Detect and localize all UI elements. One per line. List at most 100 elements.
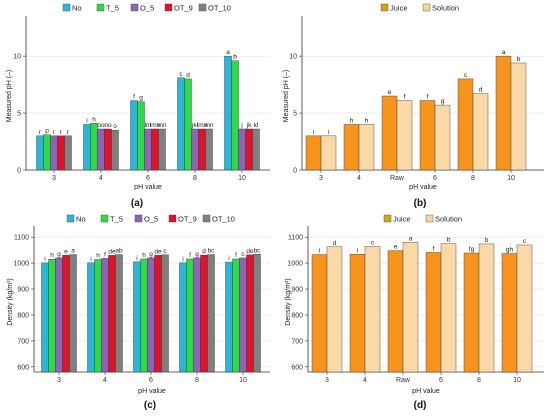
significance-letter: i <box>313 129 314 136</box>
significance-letter: bc <box>254 247 262 254</box>
significance-letter: g <box>139 95 143 102</box>
bar-no <box>41 262 49 373</box>
y-tick-label: 800 <box>17 312 29 319</box>
bar-juice <box>305 135 322 171</box>
bar-ot-10 <box>207 254 215 373</box>
significance-letter: f <box>433 245 435 252</box>
panel-label: (b) <box>414 198 427 209</box>
bar-juice <box>457 78 474 171</box>
legend-label: T_5 <box>110 215 123 224</box>
significance-letter: i <box>136 255 137 262</box>
y-tick-label: 600 <box>291 364 303 371</box>
significance-letter: no <box>104 122 112 129</box>
x-tick-label: 8 <box>195 377 199 384</box>
bar-ot-9 <box>246 254 254 373</box>
legend-label: Juice <box>390 4 408 13</box>
bar-juice <box>495 55 512 171</box>
legend-swatch <box>383 214 392 223</box>
significance-letter: j <box>240 122 242 129</box>
bar-juice <box>387 250 404 373</box>
significance-letter: r <box>39 129 42 136</box>
significance-letter: f <box>133 94 135 101</box>
x-tick-label: 8 <box>471 175 475 182</box>
significance-letter: e <box>388 89 392 96</box>
significance-letter: i <box>228 255 229 262</box>
y-tick-label: 700 <box>17 338 29 345</box>
x-tick-label: 4 <box>363 377 367 384</box>
bar-ot-10 <box>158 128 166 171</box>
legend-swatch <box>130 3 139 12</box>
bar-t-5 <box>94 259 102 373</box>
legend-swatch <box>422 3 431 12</box>
significance-letter: ab <box>115 248 123 255</box>
significance-letter: e <box>394 244 398 251</box>
panel-d: 600 700 800 900 1000 1100 Density (kg/m³) pH va… <box>285 214 544 411</box>
significance-letter: r <box>67 129 70 136</box>
significance-letter: f <box>427 94 429 101</box>
x-axis-title: pH value <box>134 184 162 191</box>
legend-swatch <box>96 3 105 12</box>
bar-juice <box>343 124 360 171</box>
y-tick-label: 700 <box>291 338 303 345</box>
bar-solution <box>440 243 457 373</box>
legend-label: O_5 <box>144 215 158 224</box>
bar-ot-9 <box>104 128 112 171</box>
significance-letter: bc <box>208 248 216 255</box>
significance-letter: jk <box>246 122 252 129</box>
x-tick-label: 4 <box>357 175 361 182</box>
significance-letter: a <box>502 49 506 56</box>
significance-letter: c <box>371 240 375 247</box>
legend-label: OT_9 <box>174 4 193 13</box>
legend-swatch <box>380 3 389 12</box>
bar-ot-10 <box>111 129 119 171</box>
x-tick-label: 8 <box>477 377 481 384</box>
x-tick-label: 3 <box>325 377 329 384</box>
panel-b: 0 5 10 Measured pH (–) pH value 3 i i 4 h h Raw e f 6 f… <box>283 3 544 209</box>
significance-letter: g <box>57 251 61 258</box>
y-axis-title: Density (kg/m³) <box>7 278 14 325</box>
y-tick-label: 600 <box>17 364 29 371</box>
bar-no <box>225 261 233 373</box>
y-tick-label: 900 <box>17 287 29 294</box>
legend-swatch <box>134 214 143 223</box>
y-tick-label: 10 <box>289 54 297 61</box>
significance-letter: de <box>108 248 116 255</box>
y-tick-label: 1100 <box>288 235 303 242</box>
x-axis-title: pH value <box>412 388 440 395</box>
bar-ot-10 <box>252 128 260 171</box>
bar-t-5 <box>90 123 98 171</box>
significance-letter: b <box>485 237 489 244</box>
y-axis-title: Measured pH (–) <box>283 70 290 123</box>
legend-swatch <box>164 3 173 12</box>
bar-no <box>133 261 141 373</box>
y-tick-label: 5 <box>17 111 21 118</box>
bar-no <box>87 262 95 373</box>
significance-letter: i <box>86 117 87 124</box>
x-tick-label: 6 <box>433 175 437 182</box>
bar-ot-10 <box>161 254 169 373</box>
bar-o-5 <box>101 258 109 373</box>
legend-label: T_5 <box>106 4 119 13</box>
bar-ot-9 <box>62 255 70 373</box>
x-tick-label: 6 <box>146 175 150 182</box>
x-tick-label: 10 <box>238 175 246 182</box>
bar-juice <box>349 254 366 373</box>
significance-letter: h <box>350 117 354 124</box>
legend-label: OT_10 <box>212 215 235 224</box>
y-tick-label: 0 <box>293 168 297 175</box>
legend-label: OT_9 <box>178 215 197 224</box>
bar-ot-10 <box>69 254 77 373</box>
significance-letter: g <box>441 98 445 105</box>
x-tick-label: 3 <box>319 175 323 182</box>
significance-letter: jkl <box>191 122 199 129</box>
x-tick-label: 10 <box>513 377 521 384</box>
x-axis-title: pH value <box>409 184 437 191</box>
y-tick-label: 1100 <box>14 235 29 242</box>
bar-no <box>36 135 44 171</box>
panel-label: (c) <box>144 400 156 411</box>
x-tick-label: 6 <box>149 377 153 384</box>
significance-letter: h <box>96 252 100 259</box>
bar-t-5 <box>140 258 148 373</box>
bar-o-5 <box>147 257 155 373</box>
